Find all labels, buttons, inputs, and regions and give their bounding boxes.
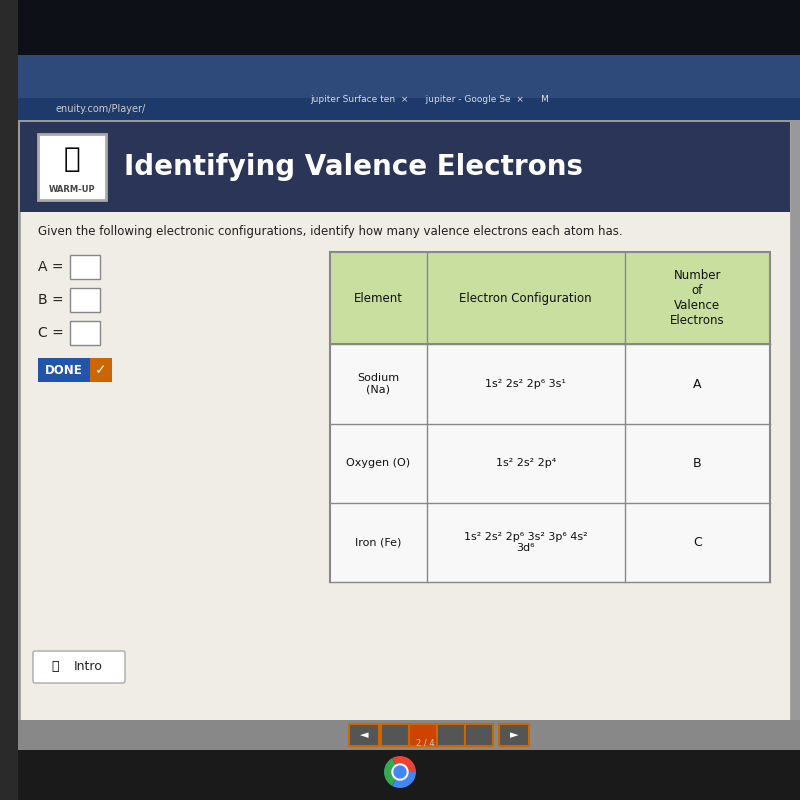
Text: Oxygen (O): Oxygen (O) <box>346 458 410 468</box>
Text: Identifying Valence Electrons: Identifying Valence Electrons <box>124 153 583 181</box>
Bar <box>0 750 800 800</box>
Text: A =: A = <box>38 260 63 274</box>
Text: A: A <box>693 378 702 390</box>
FancyBboxPatch shape <box>90 358 112 382</box>
Text: 2 / 4: 2 / 4 <box>416 739 434 748</box>
Bar <box>20 122 790 722</box>
Bar <box>0 98 800 120</box>
Bar <box>0 720 800 750</box>
FancyBboxPatch shape <box>437 724 465 746</box>
Circle shape <box>392 764 408 780</box>
Wedge shape <box>384 758 400 786</box>
Text: C: C <box>693 536 702 549</box>
Wedge shape <box>392 772 416 788</box>
Text: 1s² 2s² 2p⁶ 3s² 3p⁶ 4s²
3d⁶: 1s² 2s² 2p⁶ 3s² 3p⁶ 4s² 3d⁶ <box>464 531 588 554</box>
Wedge shape <box>392 756 416 772</box>
Text: Element: Element <box>354 292 403 305</box>
Text: Electron Configuration: Electron Configuration <box>459 292 592 305</box>
FancyBboxPatch shape <box>465 724 493 746</box>
FancyBboxPatch shape <box>409 724 437 746</box>
Bar <box>330 424 770 502</box>
Text: WARM-UP: WARM-UP <box>49 186 95 194</box>
Text: B =: B = <box>38 293 64 307</box>
Text: 🔊: 🔊 <box>51 661 58 674</box>
Text: enuity.com/Player/: enuity.com/Player/ <box>55 104 146 114</box>
Text: jupiter Surface ten  ×      jupiter - Google Se  ×      M: jupiter Surface ten × jupiter - Google S… <box>310 95 550 105</box>
Bar <box>70 321 100 345</box>
Text: Intro: Intro <box>74 661 102 674</box>
Bar <box>330 252 770 344</box>
FancyBboxPatch shape <box>499 724 529 746</box>
Bar <box>330 503 770 582</box>
Bar <box>0 0 18 800</box>
Text: 1s² 2s² 2p⁶ 3s¹: 1s² 2s² 2p⁶ 3s¹ <box>486 379 566 389</box>
FancyBboxPatch shape <box>33 651 125 683</box>
Text: Sodium
(Na): Sodium (Na) <box>358 373 399 395</box>
Bar <box>20 122 790 212</box>
Text: ✓: ✓ <box>95 363 107 377</box>
Text: Number
of
Valence
Electrons: Number of Valence Electrons <box>670 269 725 327</box>
Bar <box>0 50 800 750</box>
Text: DONE: DONE <box>45 363 83 377</box>
Text: C =: C = <box>38 326 64 340</box>
Circle shape <box>394 766 406 778</box>
Text: B: B <box>693 457 702 470</box>
FancyBboxPatch shape <box>38 358 90 382</box>
Text: Iron (Fe): Iron (Fe) <box>355 538 402 547</box>
Bar <box>330 344 770 424</box>
Text: 1s² 2s² 2p⁴: 1s² 2s² 2p⁴ <box>496 458 556 468</box>
Bar <box>0 0 800 60</box>
Text: 🔥: 🔥 <box>64 145 80 173</box>
FancyBboxPatch shape <box>349 724 379 746</box>
Bar <box>70 288 100 312</box>
Bar <box>70 255 100 279</box>
Bar <box>0 55 800 120</box>
Text: ►: ► <box>510 730 518 740</box>
FancyBboxPatch shape <box>381 724 409 746</box>
Text: Given the following electronic configurations, identify how many valence electro: Given the following electronic configura… <box>38 226 622 238</box>
FancyBboxPatch shape <box>38 134 106 200</box>
Text: ◄: ◄ <box>360 730 368 740</box>
